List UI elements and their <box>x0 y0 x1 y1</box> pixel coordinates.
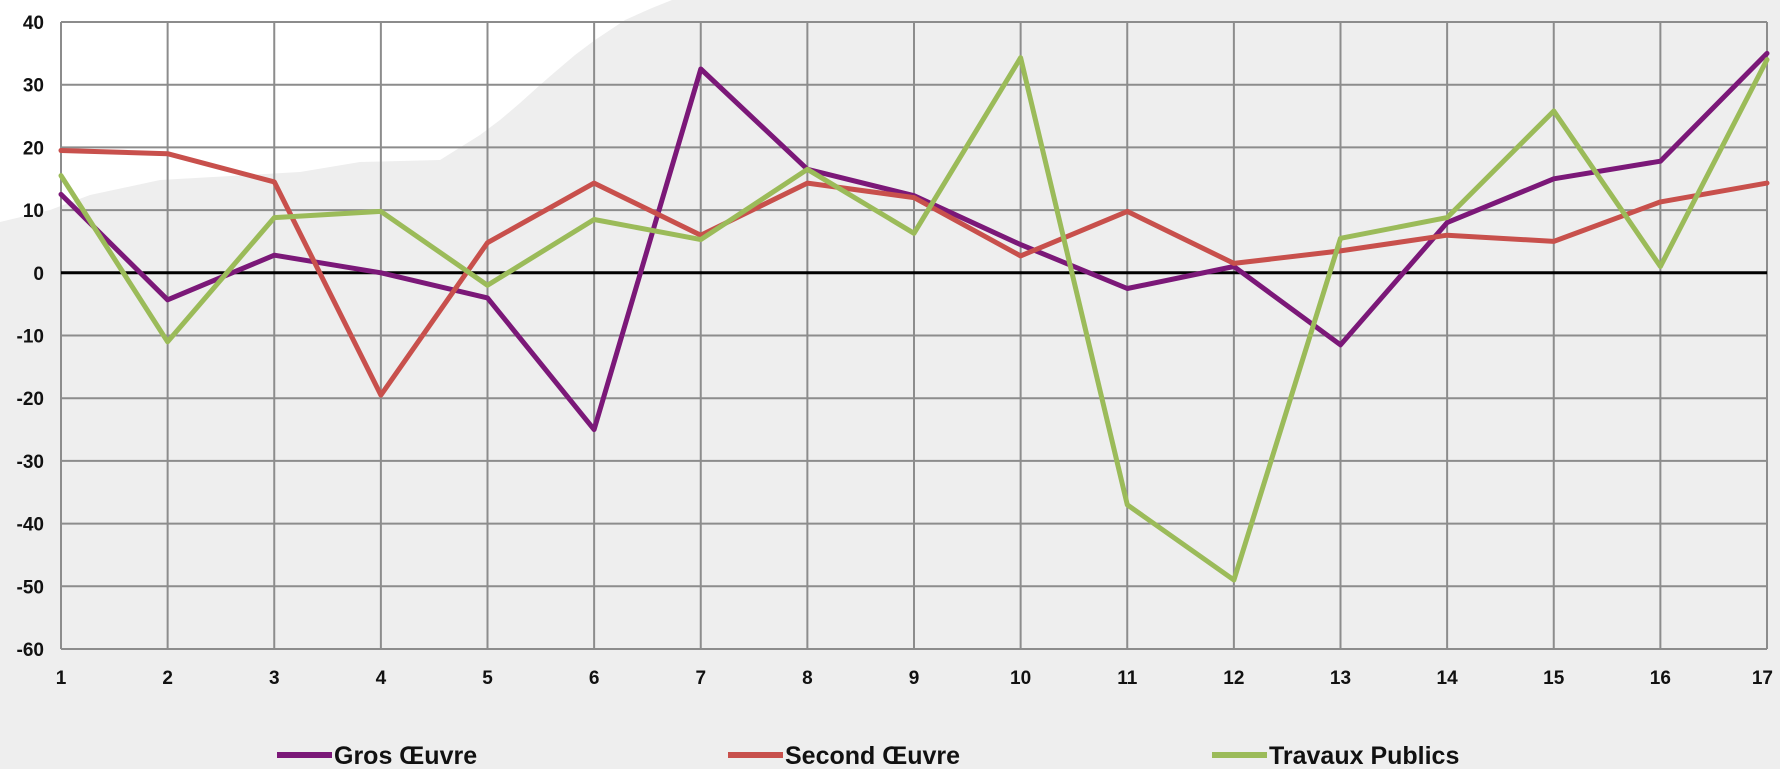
x-tick-label: 14 <box>1437 668 1459 689</box>
legend-label: Gros Œuvre <box>334 742 477 769</box>
series-line-2 <box>58 148 1770 398</box>
x-tick-label: 15 <box>1543 668 1565 689</box>
y-tick-label: -60 <box>17 640 44 661</box>
series-lines <box>58 50 1770 583</box>
legend: Gros Œuvre Second Œuvre Travaux Publics <box>277 742 1459 769</box>
x-tick-label: 10 <box>1010 668 1031 689</box>
x-tick-label: 9 <box>909 668 920 689</box>
x-tick-label: 16 <box>1650 668 1671 689</box>
x-axis-tick-labels: 1 2 3 4 5 6 7 8 9 10 11 12 13 14 15 16 17 <box>56 668 1773 689</box>
x-tick-label: 11 <box>1117 668 1138 689</box>
legend-label: Second Œuvre <box>785 742 960 769</box>
x-tick-label: 7 <box>695 668 706 689</box>
x-tick-label: 5 <box>482 668 493 689</box>
y-tick-label: 20 <box>23 138 44 159</box>
x-tick-label: 2 <box>162 668 173 689</box>
y-tick-label: -50 <box>17 577 44 598</box>
y-tick-label: 30 <box>23 76 44 97</box>
y-tick-label: -30 <box>17 452 44 473</box>
x-tick-label: 4 <box>376 668 387 689</box>
y-tick-label: 40 <box>23 13 44 34</box>
x-tick-label: 12 <box>1223 668 1244 689</box>
grid <box>60 21 1768 650</box>
x-tick-label: 17 <box>1752 668 1773 689</box>
background-highlight <box>0 0 672 222</box>
x-tick-label: 13 <box>1330 668 1351 689</box>
y-tick-label: 0 <box>33 264 44 285</box>
y-tick-label: 10 <box>23 201 44 222</box>
x-tick-label: 1 <box>56 668 67 689</box>
series-line-3 <box>58 55 1770 583</box>
legend-label: Travaux Publics <box>1269 742 1459 769</box>
y-axis-tick-labels: 40 30 20 10 0 -10 -20 -30 -40 -50 -60 <box>17 13 44 661</box>
y-tick-label: -10 <box>17 327 44 348</box>
x-tick-label: 6 <box>589 668 600 689</box>
y-tick-label: -40 <box>17 515 44 536</box>
x-tick-label: 3 <box>269 668 280 689</box>
x-tick-label: 8 <box>802 668 813 689</box>
y-tick-label: -20 <box>17 389 44 410</box>
